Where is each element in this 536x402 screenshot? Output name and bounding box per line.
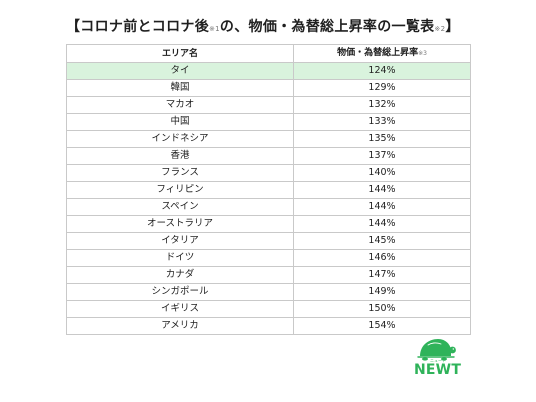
table-row: フランス 140%: [66, 164, 471, 182]
table-header-row: エリア名 物価・為替総上昇率※3: [66, 44, 471, 63]
table-row: オーストラリア 144%: [66, 215, 471, 233]
area-cell: オーストラリア: [66, 215, 294, 233]
title-note-1: ※1: [209, 25, 220, 33]
table-row: マカオ 132%: [66, 96, 471, 114]
rate-cell: 129%: [293, 79, 471, 97]
table-row: 香港 137%: [66, 147, 471, 165]
table-row: インドネシア 135%: [66, 130, 471, 148]
rate-cell: 144%: [293, 198, 471, 216]
table-row: スペイン 144%: [66, 198, 471, 216]
table-row: シンガポール 149%: [66, 283, 471, 301]
area-cell: フランス: [66, 164, 294, 182]
rate-cell: 135%: [293, 130, 471, 148]
area-cell: タイ: [66, 62, 294, 80]
title-part-3: 】: [445, 19, 460, 35]
table-row: ドイツ 146%: [66, 249, 471, 267]
price-rate-table: エリア名 物価・為替総上昇率※3 タイ 124% 韓国 129% マカオ 132% 中…: [66, 44, 471, 335]
table-row: 中国 133%: [66, 113, 471, 131]
area-cell: アメリカ: [66, 317, 294, 335]
table-row: フィリピン 144%: [66, 181, 471, 199]
rate-cell: 145%: [293, 232, 471, 250]
title-note-2: ※2: [434, 25, 446, 33]
table-row: イタリア 145%: [66, 232, 471, 250]
rate-cell: 146%: [293, 249, 471, 267]
area-cell: 中国: [66, 113, 294, 131]
rate-cell: 137%: [293, 147, 471, 165]
table-row: カナダ 147%: [66, 266, 471, 284]
page-title: 【コロナ前とコロナ後※1の、物価・為替総上昇率の一覧表※2】: [66, 16, 460, 36]
header-rate-label: 物価・為替総上昇率: [337, 48, 419, 58]
title-part-2: の、物価・為替総上昇率の一覧表: [219, 19, 435, 35]
table-body: タイ 124% 韓国 129% マカオ 132% 中国 133% インドネシア 135% …: [66, 62, 471, 335]
logo-subtext: ニュート: [430, 358, 446, 363]
area-cell: インドネシア: [66, 130, 294, 148]
rate-cell: 133%: [293, 113, 471, 131]
area-cell: フィリピン: [66, 181, 294, 199]
rate-cell: 150%: [293, 300, 471, 318]
table-row: イギリス 150%: [66, 300, 471, 318]
rate-cell: 147%: [293, 266, 471, 284]
rate-cell: 149%: [293, 283, 471, 301]
area-cell: 韓国: [66, 79, 294, 97]
header-rate: 物価・為替総上昇率※3: [293, 44, 471, 63]
area-cell: 香港: [66, 147, 294, 165]
header-rate-note: ※3: [418, 50, 427, 57]
area-cell: イタリア: [66, 232, 294, 250]
area-cell: マカオ: [66, 96, 294, 114]
rate-cell: 154%: [293, 317, 471, 335]
area-cell: ドイツ: [66, 249, 294, 267]
table-row: アメリカ 154%: [66, 317, 471, 335]
header-area: エリア名: [66, 44, 294, 63]
rate-cell: 144%: [293, 215, 471, 233]
table-row: タイ 124%: [66, 62, 471, 80]
rate-cell: 132%: [293, 96, 471, 114]
turtle-icon: [417, 339, 456, 361]
area-cell: カナダ: [66, 266, 294, 284]
area-cell: イギリス: [66, 300, 294, 318]
rate-cell: 140%: [293, 164, 471, 182]
area-cell: シンガポール: [66, 283, 294, 301]
header-area-label: エリア名: [161, 48, 198, 59]
title-part-1: 【コロナ前とコロナ後: [66, 19, 209, 35]
table-row: 韓国 129%: [66, 79, 471, 97]
newt-logo: ニュート NEWT: [414, 336, 462, 382]
rate-cell: 144%: [293, 181, 471, 199]
area-cell: スペイン: [66, 198, 294, 216]
rate-cell: 124%: [293, 62, 471, 80]
logo-text: NEWT: [414, 362, 462, 378]
